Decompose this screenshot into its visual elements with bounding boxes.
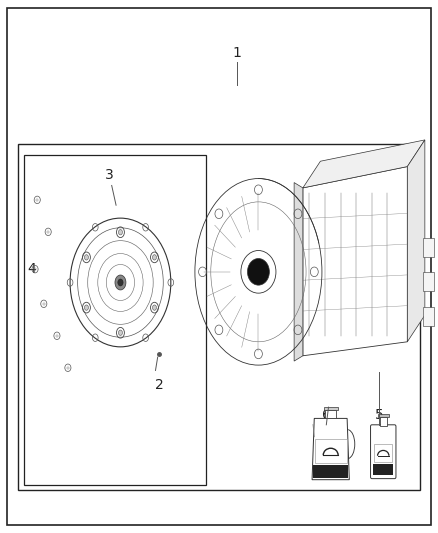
Ellipse shape — [118, 330, 123, 335]
Bar — [18, 144, 420, 490]
Bar — [325, 410, 336, 418]
Text: 1: 1 — [232, 46, 241, 60]
Bar — [324, 407, 338, 410]
Text: 2: 2 — [155, 378, 164, 392]
Polygon shape — [294, 182, 303, 361]
Bar — [374, 444, 392, 462]
Text: 4: 4 — [27, 262, 36, 276]
FancyBboxPatch shape — [371, 425, 396, 479]
Polygon shape — [312, 418, 350, 480]
Polygon shape — [303, 140, 425, 188]
Bar — [378, 414, 389, 417]
Polygon shape — [407, 140, 425, 342]
Bar — [24, 155, 206, 485]
Ellipse shape — [152, 305, 156, 310]
Bar — [380, 417, 387, 426]
Bar — [314, 465, 348, 478]
Bar — [423, 238, 434, 256]
Ellipse shape — [115, 275, 126, 290]
Text: 6: 6 — [322, 408, 331, 422]
Ellipse shape — [85, 255, 88, 260]
Ellipse shape — [118, 279, 123, 286]
Bar — [373, 464, 393, 475]
Ellipse shape — [118, 230, 123, 235]
Text: 5: 5 — [374, 408, 383, 422]
Circle shape — [247, 259, 269, 285]
Polygon shape — [303, 166, 407, 356]
Ellipse shape — [85, 305, 88, 310]
Ellipse shape — [152, 255, 156, 260]
Bar — [423, 272, 434, 291]
Text: 3: 3 — [105, 168, 114, 182]
Bar — [314, 439, 347, 463]
Bar — [423, 307, 434, 326]
